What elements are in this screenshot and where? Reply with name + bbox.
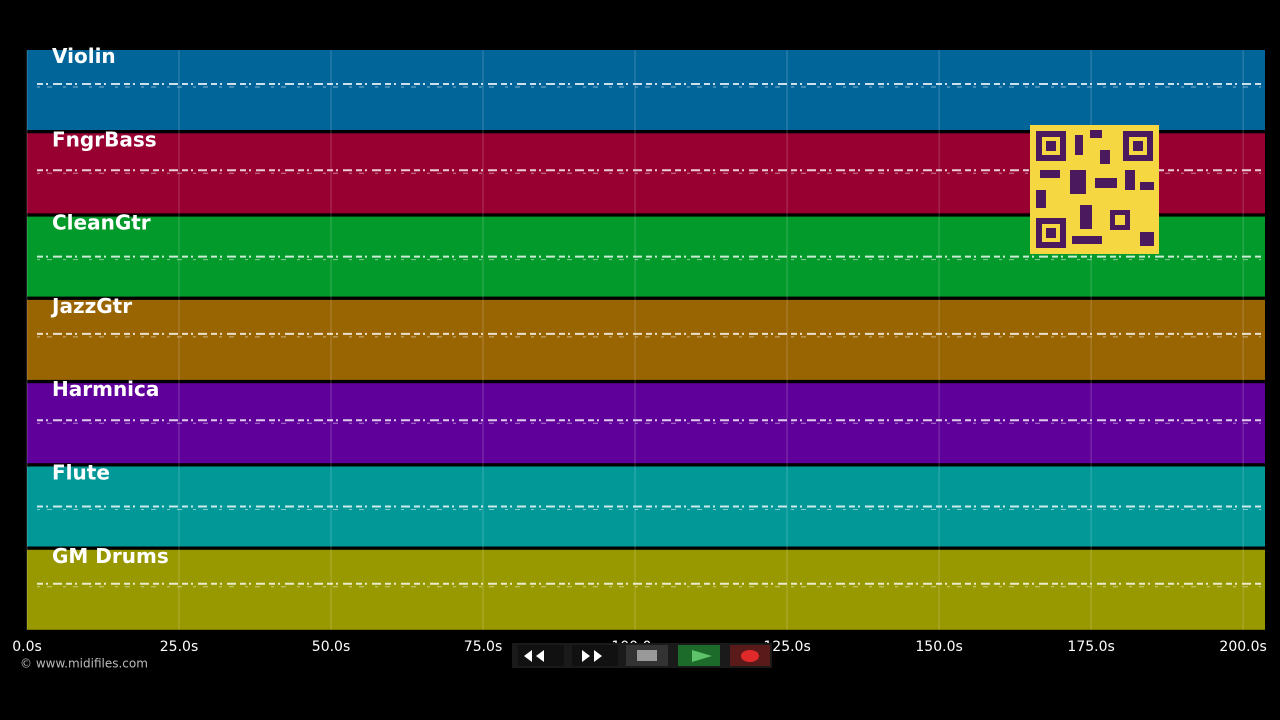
track-lane [27, 549, 1265, 630]
x-tick-label: 175.0s [1067, 639, 1114, 655]
copyright: © www.midifiles.com [20, 657, 148, 671]
x-tick-label: 0.0s [12, 639, 42, 655]
stop-button[interactable] [626, 645, 668, 666]
record-button[interactable] [730, 645, 770, 666]
forward-button[interactable] [572, 645, 618, 666]
rewind-button[interactable] [518, 645, 564, 666]
track-lane [27, 299, 1265, 380]
track-name: JazzGtr [50, 294, 132, 318]
x-tick-label: 50.0s [312, 639, 350, 655]
grid [26, 50, 1244, 630]
x-tick-label: 125.0s [763, 639, 810, 655]
track-name: FngrBass [52, 127, 157, 151]
x-tick-label: 75.0s [464, 639, 502, 655]
track-name: GM Drums [52, 544, 169, 568]
track-name: Flute [52, 461, 110, 485]
play-button[interactable] [678, 645, 720, 666]
track-name: Violin [52, 44, 116, 68]
x-tick-label: 150.0s [915, 639, 962, 655]
track-name: Harmnica [52, 377, 159, 401]
transport-controls [512, 643, 772, 668]
x-tick-label: 25.0s [160, 639, 198, 655]
track-lane [27, 50, 1265, 130]
qr-code [1030, 125, 1159, 254]
track-name: CleanGtr [52, 211, 151, 235]
x-tick-label: 200.0s [1219, 639, 1266, 655]
